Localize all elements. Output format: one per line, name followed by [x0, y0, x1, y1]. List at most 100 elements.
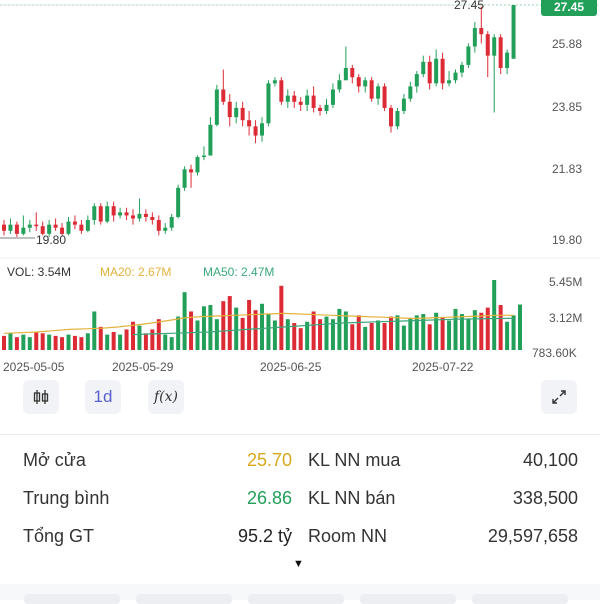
volume-bar: [498, 305, 503, 350]
foreign-buy-value: 40,100: [522, 450, 578, 470]
candle-body: [221, 89, 226, 102]
candle-body: [427, 61, 432, 84]
candle-body: [279, 80, 284, 102]
volume-bar: [79, 337, 84, 350]
candle-body: [79, 224, 84, 231]
candle-body: [408, 86, 413, 99]
candle-body: [182, 169, 187, 188]
volume-label: VOL: 3.54M: [7, 265, 71, 279]
bottom-tab[interactable]: [360, 594, 456, 604]
volume-bar: [401, 325, 406, 350]
candle-body: [324, 104, 329, 111]
candle-body: [414, 74, 419, 87]
volume-bar: [459, 314, 464, 350]
total-value-label: Tổng GT: [23, 526, 95, 546]
volume-bar: [311, 311, 316, 350]
candle-body: [401, 98, 406, 111]
candle-body: [311, 95, 316, 108]
total-value-value: 95.2 tỷ: [237, 526, 292, 546]
candle-body: [189, 169, 194, 173]
ma20-label: MA20: 2.67M: [100, 265, 171, 279]
bottom-tab[interactable]: [248, 594, 344, 604]
candle-body: [498, 37, 503, 68]
ma20-line: [3, 312, 514, 334]
volume-bar: [440, 317, 445, 350]
candle-body: [466, 46, 471, 65]
volume-bar: [324, 316, 329, 350]
volume-bar: [330, 319, 335, 350]
x-tick-label: 2025-05-05: [3, 360, 65, 374]
candle-body: [131, 215, 135, 219]
open-value: 25.70: [246, 450, 292, 470]
expand-details-icon[interactable]: ▼: [293, 558, 304, 570]
last-price-badge-text: 27.45: [554, 0, 584, 14]
volume-bar: [285, 319, 290, 350]
candle-body: [337, 80, 342, 90]
foreign-sell-label: KL NN bán: [308, 488, 396, 508]
volume-bar: [182, 292, 187, 350]
volume-bar: [124, 329, 129, 350]
volume-bar: [395, 315, 400, 350]
volume-tick-label: 3.12M: [549, 311, 582, 325]
volume-bar: [356, 315, 361, 350]
volume-bar: [318, 319, 323, 350]
bottom-tab[interactable]: [24, 594, 120, 604]
function-icon: f(x): [153, 389, 178, 405]
candle-body: [459, 64, 464, 73]
volume-bar: [47, 334, 52, 350]
volume-bar: [85, 333, 90, 350]
candle-body: [27, 224, 32, 228]
expand-button[interactable]: [541, 380, 577, 414]
candle-body: [214, 89, 219, 125]
volume-bar: [21, 334, 26, 350]
volume-bar: [53, 335, 58, 350]
volume-tick-label: 783.60K: [532, 346, 577, 360]
bottom-tab[interactable]: [136, 594, 232, 604]
candle-body: [447, 80, 452, 84]
volume-bar: [298, 328, 303, 350]
candle-body: [485, 34, 490, 56]
candle-body: [240, 107, 245, 121]
candle-body: [124, 212, 129, 216]
volume-bar: [414, 315, 419, 350]
candle-body: [72, 221, 77, 225]
ma50-line: [132, 317, 514, 336]
candlestick-chart-svg[interactable]: 25.88 23.85 21.83 19.80 27.45 27.45 19.80 VOL: …: [0, 0, 600, 380]
candle-body: [247, 120, 252, 127]
candle-body: [492, 37, 497, 56]
volume-bar: [156, 319, 161, 350]
volume-bar: [485, 307, 490, 350]
candle-body: [40, 226, 45, 234]
average-value: 26.86: [246, 488, 292, 508]
candle-body: [98, 206, 103, 222]
candle-body: [292, 95, 297, 102]
price-tick-label: 19.80: [552, 233, 582, 247]
average-label: Trung bình: [23, 488, 110, 508]
volume-bar: [337, 308, 342, 350]
candle-body: [472, 28, 477, 47]
interval-button[interactable]: 1d: [85, 380, 121, 414]
price-tick-label: 23.85: [552, 100, 582, 114]
indicator-button[interactable]: f(x): [148, 380, 184, 414]
last-price-badge: [541, 0, 597, 16]
volume-bar: [227, 296, 232, 350]
candle-body: [60, 227, 65, 234]
candle-type-button[interactable]: [23, 380, 59, 414]
volume-bar: [189, 311, 194, 350]
volume-bar: [453, 308, 458, 350]
volume-bar: [214, 319, 219, 350]
candle-body: [369, 80, 374, 99]
candle-body: [208, 124, 213, 156]
volume-bar: [266, 314, 271, 350]
candle-body: [176, 187, 181, 217]
volume-bar: [195, 320, 200, 350]
ma50-label: MA50: 2.47M: [203, 265, 274, 279]
foreign-buy-label: KL NN mua: [308, 450, 401, 470]
volume-bar: [105, 334, 110, 350]
volume-bar: [369, 323, 374, 350]
price-chart[interactable]: 25.88 23.85 21.83 19.80 27.45 27.45 19.80 VOL: …: [0, 0, 600, 380]
bottom-tab[interactable]: [472, 594, 568, 604]
volume-bar: [131, 321, 135, 350]
candle-body: [434, 58, 439, 84]
candle-body: [105, 206, 110, 222]
